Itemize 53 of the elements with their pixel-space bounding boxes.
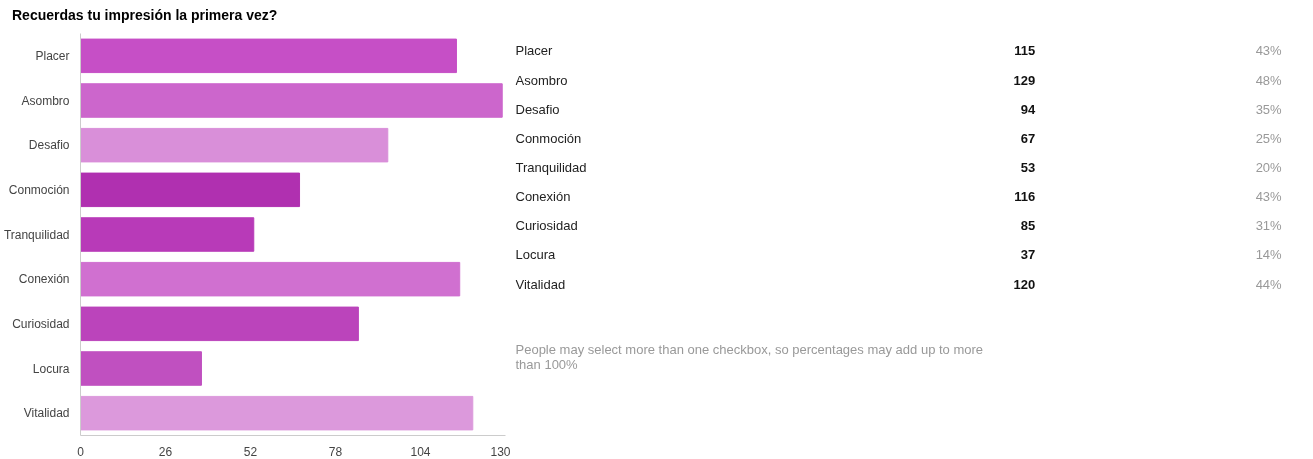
y-tick-label: Tranquilidad (3, 227, 70, 242)
y-tick-label: Conmoción (8, 182, 70, 197)
text: Conmoción (515, 130, 582, 146)
y-tick-label: Vitalidad (23, 406, 70, 421)
text: 94 (1020, 101, 1037, 117)
y-tick-label: Placer (35, 48, 70, 63)
x-tick-label: 26 (158, 444, 173, 459)
text: 116 (1014, 189, 1036, 205)
bar (80, 172, 301, 208)
text: 37 (1020, 247, 1036, 263)
bar (80, 261, 461, 297)
bar (80, 83, 503, 118)
text: Tranquilidad (515, 160, 587, 175)
text: Conexión (515, 189, 571, 205)
bar (80, 306, 359, 342)
text: 43% (1255, 189, 1283, 205)
text: 85 (1020, 218, 1036, 234)
bar (80, 38, 457, 74)
y-tick-label: Locura (32, 361, 70, 376)
text: 20% (1255, 160, 1283, 175)
text: 31% (1255, 218, 1283, 234)
text: 43% (1255, 43, 1283, 59)
chart-title: Recuerdas tu impresión la primera vez? (12, 6, 278, 25)
text: 129 (1013, 72, 1036, 88)
text: Asombro (515, 72, 568, 88)
text: 120 (1013, 276, 1036, 292)
text: 48% (1255, 72, 1283, 88)
text: 35% (1255, 101, 1283, 117)
bar (80, 127, 389, 163)
text: People may select more than one checkbox, so percentages may add up to more than 100% (515, 342, 984, 373)
text: 25% (1255, 130, 1283, 146)
bar (80, 395, 474, 431)
x-tick-label: 78 (328, 444, 343, 459)
text: 67 (1020, 130, 1036, 146)
y-tick-label: Desafio (28, 138, 70, 153)
text: 44% (1255, 276, 1283, 292)
bar (80, 351, 202, 386)
text: 115 (1014, 43, 1036, 59)
text: Curiosidad (515, 218, 578, 234)
x-tick-label: 52 (243, 444, 258, 459)
text: Placer (515, 43, 554, 59)
y-tick-label: Asombro (21, 93, 70, 108)
text: 53 (1020, 160, 1036, 175)
y-tick-label: Conexión (18, 272, 70, 287)
x-tick-label: 104 (410, 444, 431, 459)
x-tick-label: 0 (77, 444, 85, 459)
bar (80, 217, 255, 252)
text: Locura (515, 247, 557, 263)
text: Desafio (515, 101, 560, 117)
text: Vitalidad (515, 276, 566, 292)
y-tick-label: Curiosidad (12, 316, 70, 331)
text: 14% (1255, 247, 1283, 263)
x-tick-label: 130 (490, 444, 511, 459)
